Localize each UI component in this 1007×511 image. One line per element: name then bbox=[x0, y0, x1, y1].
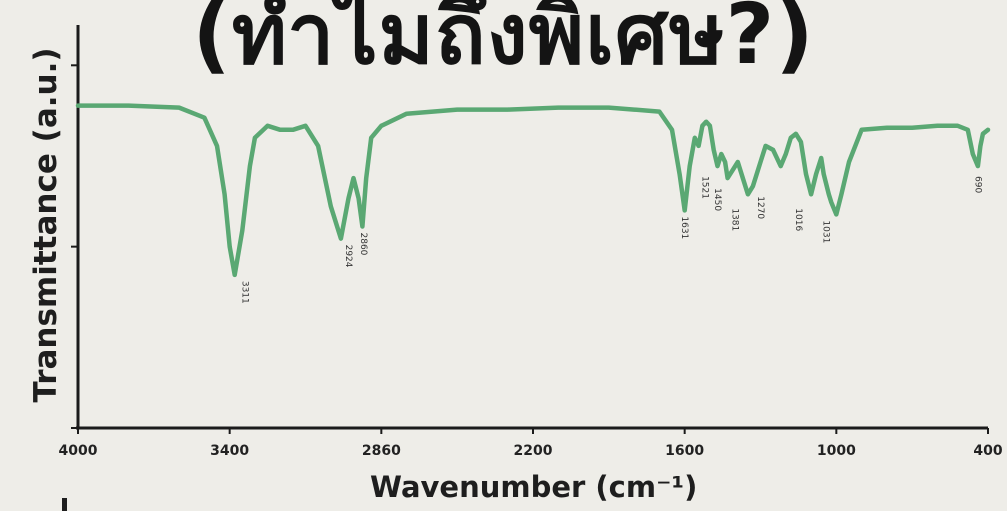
chart-title: (ทำไมถึงพิเศษ?) bbox=[192, 0, 815, 83]
x-tick-label: 1000 bbox=[817, 443, 856, 459]
peak-label: 2924 bbox=[343, 245, 353, 268]
x-tick-label: 3400 bbox=[210, 443, 249, 459]
peak-label: 1450 bbox=[712, 188, 722, 211]
x-tick-label: 4000 bbox=[59, 443, 98, 459]
x-axis-label: Wavenumber (cm⁻¹) bbox=[370, 470, 698, 504]
x-tick-label: 2200 bbox=[514, 443, 553, 459]
x-tick-label: 400 bbox=[973, 443, 1002, 459]
spectrum-line bbox=[75, 103, 991, 278]
peak-label: 1270 bbox=[755, 196, 765, 219]
peak-label: 1016 bbox=[793, 208, 803, 231]
peak-label: 1031 bbox=[821, 220, 831, 243]
peak-label: 3311 bbox=[239, 281, 249, 304]
peak-label: 1521 bbox=[699, 176, 709, 199]
bottom-edge-mark bbox=[62, 498, 67, 511]
peak-label: 1631 bbox=[679, 216, 689, 239]
peak-label: 690 bbox=[972, 176, 982, 193]
x-tick-label: 2860 bbox=[362, 443, 401, 459]
peak-label: 2860 bbox=[358, 233, 368, 256]
peak-label: 1381 bbox=[730, 208, 740, 231]
x-tick-label: 1600 bbox=[665, 443, 704, 459]
